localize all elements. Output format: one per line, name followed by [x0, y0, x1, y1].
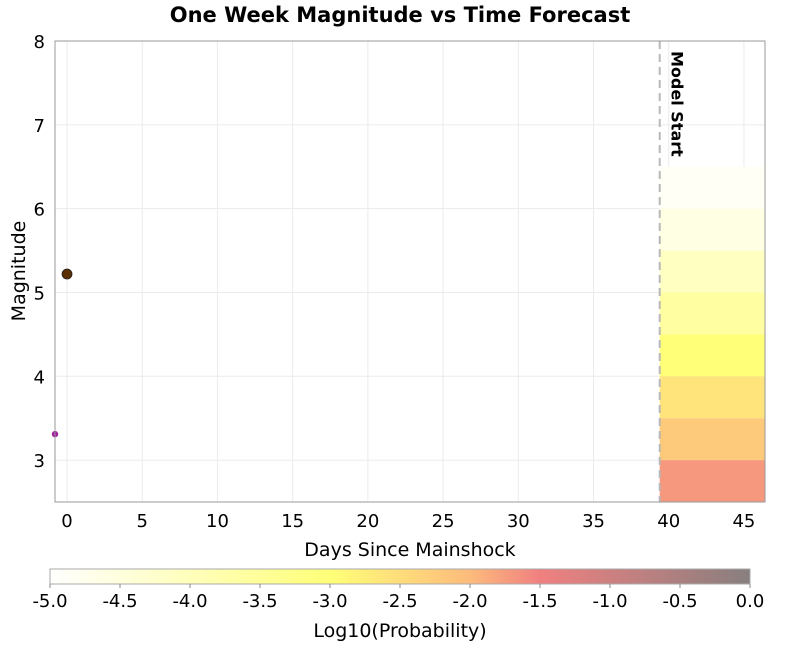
chart-title: One Week Magnitude vs Time Forecast — [170, 3, 631, 27]
y-tick-label: 8 — [34, 32, 45, 53]
colorbar-tick-label: -3.0 — [312, 591, 347, 612]
forecast-cell — [659, 208, 765, 251]
x-tick-label: 0 — [61, 511, 72, 532]
colorbar: -5.0 -4.5 -4.0 -3.5 -3.0 -2.5 -2.0 -1.5 -1.0 -0.5… — [32, 568, 765, 612]
y-axis-label: Magnitude — [8, 221, 30, 322]
x-tick-label: 40 — [657, 511, 680, 532]
x-tick-label: 25 — [432, 511, 455, 532]
model-start-label: Model Start — [668, 51, 687, 157]
x-tick-label: 10 — [206, 511, 229, 532]
x-tick-label: 5 — [137, 511, 148, 532]
forecast-cell — [659, 292, 765, 335]
forecast-cell — [659, 460, 765, 502]
plot-border — [54, 40, 766, 503]
x-axis-label: Days Since Mainshock — [304, 539, 515, 561]
colorbar-tick-label: -1.5 — [522, 591, 557, 612]
y-tick-label: 4 — [34, 367, 45, 388]
forecast-cell — [659, 334, 765, 377]
colorbar-tick-label: -2.0 — [452, 591, 487, 612]
x-tick-label: 35 — [582, 511, 605, 532]
y-tick-label: 5 — [34, 283, 45, 304]
forecast-cell — [659, 376, 765, 419]
colorbar-tick-label: -4.5 — [102, 591, 137, 612]
colorbar-tick-label: -4.0 — [172, 591, 207, 612]
plot-background — [55, 41, 765, 502]
forecast-cell — [659, 250, 765, 293]
colorbar-bar — [49, 568, 751, 585]
colorbar-tick-label: 0.0 — [736, 591, 765, 612]
colorbar-label: Log10(Probability) — [313, 620, 486, 642]
x-tick-label: 20 — [356, 511, 379, 532]
y-tick-label: 7 — [34, 116, 45, 137]
forecast-cell — [659, 166, 765, 209]
colorbar-tick-label: -1.0 — [592, 591, 627, 612]
y-tick-label: 6 — [34, 200, 45, 221]
x-tick-label: 15 — [281, 511, 304, 532]
colorbar-tick-label: -0.5 — [662, 591, 697, 612]
y-tick-label: 3 — [34, 451, 45, 472]
x-tick-label: 30 — [507, 511, 530, 532]
colorbar-tick-label: -5.0 — [32, 591, 67, 612]
colorbar-tick-label: -3.5 — [242, 591, 277, 612]
colorbar-tick-label: -2.5 — [382, 591, 417, 612]
earthquake-point — [61, 268, 73, 280]
x-tick-label: 45 — [732, 511, 755, 532]
forecast-cell — [659, 418, 765, 461]
